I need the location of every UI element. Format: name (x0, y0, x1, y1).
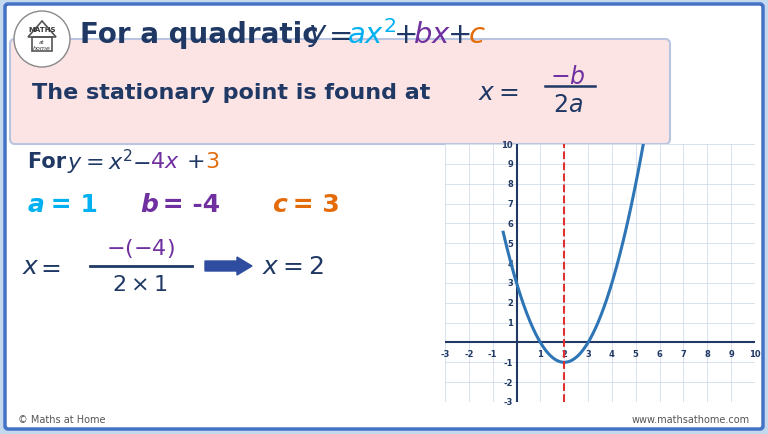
Text: b: b (140, 193, 158, 217)
Text: 6: 6 (657, 350, 663, 358)
Text: $-$: $-$ (132, 151, 151, 171)
Text: 7: 7 (680, 350, 687, 358)
Text: $3$: $3$ (205, 151, 220, 171)
Text: a: a (28, 193, 45, 217)
Text: -3: -3 (504, 398, 513, 407)
Text: 4: 4 (609, 350, 615, 358)
Text: 8: 8 (704, 350, 710, 358)
Text: $\mathit{y} = \mathit{x}^2$: $\mathit{y} = \mathit{x}^2$ (67, 147, 132, 176)
Text: © Maths at Home: © Maths at Home (18, 414, 105, 424)
Circle shape (14, 12, 70, 68)
Text: 1: 1 (507, 319, 513, 327)
Text: -1: -1 (504, 358, 513, 367)
Text: $\mathit{y}$: $\mathit{y}$ (308, 21, 328, 49)
Text: $-b$: $-b$ (550, 65, 586, 89)
Text: -3: -3 (440, 350, 450, 358)
Text: $\mathit{ax}^2$: $\mathit{ax}^2$ (347, 20, 396, 50)
Text: MATHS: MATHS (28, 27, 56, 33)
Text: = 3: = 3 (284, 193, 339, 217)
Text: = -4: = -4 (154, 193, 220, 217)
Text: $2a$: $2a$ (553, 93, 583, 117)
Text: For a quadratic: For a quadratic (80, 21, 329, 49)
Text: $2 \times 1$: $2 \times 1$ (112, 274, 167, 294)
Text: home: home (33, 46, 51, 51)
Text: 7: 7 (507, 200, 513, 209)
Text: -2: -2 (504, 378, 513, 387)
Text: $\mathit{4x}$: $\mathit{4x}$ (150, 151, 180, 171)
Text: 4: 4 (507, 259, 513, 268)
Text: $=$: $=$ (36, 254, 61, 278)
Text: 5: 5 (507, 239, 513, 248)
Text: = 1: = 1 (42, 193, 98, 217)
Text: $\mathit{x} = 2$: $\mathit{x} = 2$ (262, 254, 323, 278)
Text: -1: -1 (488, 350, 498, 358)
Text: $+$: $+$ (447, 21, 470, 49)
Text: $=$: $=$ (323, 21, 352, 49)
Text: at: at (39, 39, 45, 44)
Text: 9: 9 (507, 160, 513, 169)
Text: $\mathit{x}$: $\mathit{x}$ (22, 254, 40, 278)
FancyBboxPatch shape (10, 40, 670, 145)
Text: 10: 10 (750, 350, 761, 358)
FancyBboxPatch shape (5, 5, 763, 429)
Text: c: c (272, 193, 287, 217)
Text: 8: 8 (507, 180, 513, 189)
Text: For: For (28, 151, 74, 171)
Text: $\mathit{c}$: $\mathit{c}$ (468, 21, 485, 49)
Text: 6: 6 (507, 219, 513, 228)
Text: 3: 3 (585, 350, 591, 358)
Text: $\mathit{bx}$: $\mathit{bx}$ (413, 21, 451, 49)
Text: $\mathit{x}=$: $\mathit{x}=$ (478, 81, 518, 105)
FancyArrow shape (205, 257, 252, 275)
Text: 2: 2 (507, 299, 513, 308)
Text: $+$: $+$ (186, 151, 204, 171)
Text: The stationary point is found at: The stationary point is found at (32, 83, 430, 103)
Text: $+$: $+$ (393, 21, 416, 49)
Text: 3: 3 (507, 279, 513, 288)
Text: 2: 2 (561, 350, 568, 358)
Text: 5: 5 (633, 350, 639, 358)
Text: www.mathsathome.com: www.mathsathome.com (632, 414, 750, 424)
Text: -2: -2 (464, 350, 474, 358)
Text: $-(- 4)$: $-(- 4)$ (105, 237, 174, 260)
Text: 1: 1 (538, 350, 543, 358)
Text: 9: 9 (728, 350, 734, 358)
Text: 10: 10 (502, 140, 513, 149)
